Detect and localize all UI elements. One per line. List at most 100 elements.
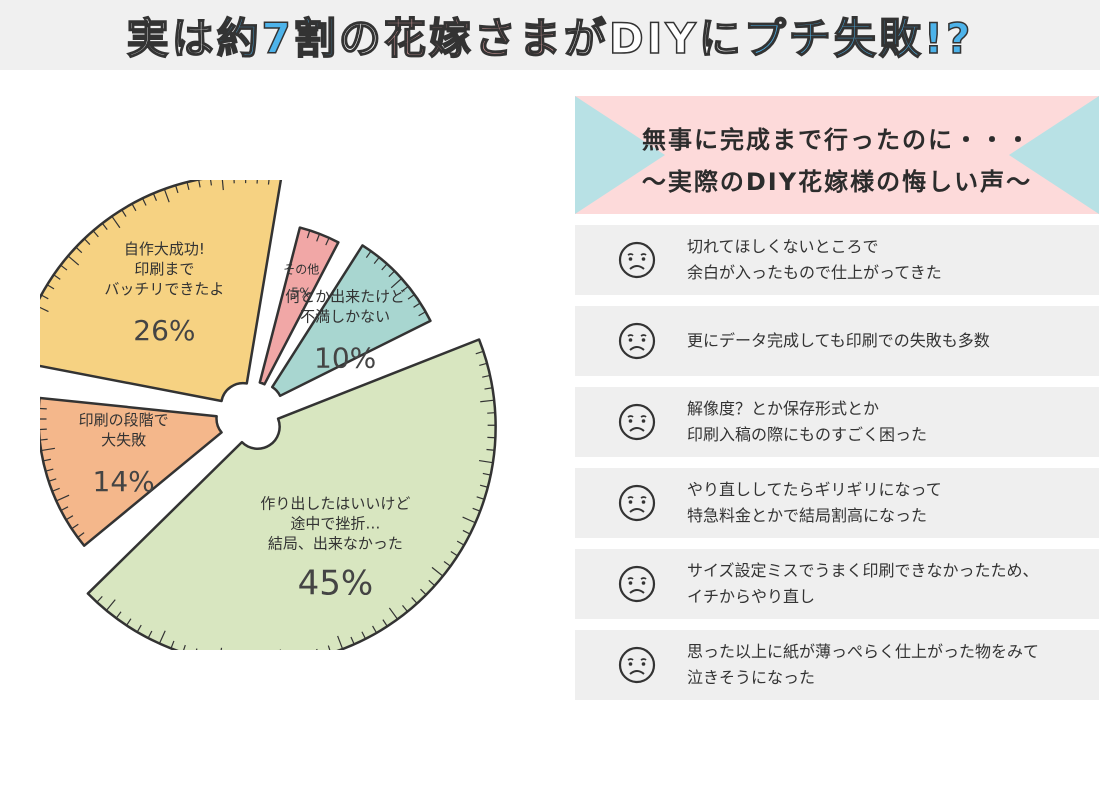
ruler-tick <box>163 188 170 203</box>
slice-percent: 45% <box>298 564 374 604</box>
voices-panel: 無事に完成まで行ったのに・・・ 〜実際のDIY花嫁様の悔しい声〜 <box>575 96 1099 214</box>
ruler-tick <box>147 630 153 639</box>
slice-label: 印刷の段階で <box>79 411 169 429</box>
ruler-tick <box>210 180 213 186</box>
ruler-tick <box>382 619 388 627</box>
ruler-tick <box>83 238 91 245</box>
voice-text: やり直ししてたらギリギリになって 特急料金とかで結局割高になった <box>687 480 942 525</box>
ruler-tick <box>71 523 79 530</box>
pie-slice <box>270 244 432 398</box>
ruler-tick <box>327 645 331 650</box>
ruler-tick <box>411 597 418 604</box>
ruler-tick <box>337 635 344 650</box>
ruler-tick <box>361 631 367 640</box>
ruler-tick <box>388 270 395 278</box>
ruler-tick <box>390 278 403 289</box>
ruler-tick <box>183 644 186 650</box>
ruler-tick <box>115 611 122 619</box>
slice-label: 途中で挫折… <box>290 515 380 533</box>
ruler-tick <box>60 264 68 271</box>
ruler-tick <box>175 185 179 194</box>
ruler-tick <box>46 284 55 290</box>
ruler-tick <box>418 311 426 317</box>
ruler-tick <box>420 588 427 596</box>
sad-face-icon <box>617 564 657 604</box>
ruler-tick <box>407 294 415 300</box>
voices-panel-header: 無事に完成まで行ったのに・・・ 〜実際のDIY花嫁様の悔しい声〜 <box>575 96 1099 214</box>
slice-percent: 26% <box>133 314 195 347</box>
ruler-tick <box>401 285 409 292</box>
voice-item: やり直ししてたらギリギリになって 特急料金とかで結局割高になった <box>575 468 1099 538</box>
ruler-tick <box>198 180 201 188</box>
ruler-tick <box>478 460 493 464</box>
voice-text: サイズ設定ミスでうまく印刷できなかったため、 イチからやり直し <box>687 561 1039 606</box>
ruler-tick <box>381 263 388 271</box>
sad-face-icon <box>617 240 657 280</box>
ruler-tick <box>56 494 70 502</box>
slice-label: 自作大成功! <box>124 240 205 258</box>
ruler-tick <box>456 540 465 546</box>
page-title: 実は約7割の花嫁さまがDIYにプチ失敗!? <box>126 5 974 66</box>
ruler-tick <box>221 180 224 191</box>
ruler-tick <box>486 448 495 451</box>
ruler-tick <box>101 222 108 230</box>
ruler-tick <box>158 630 166 644</box>
voice-text: 更にデータ完成しても印刷での失敗も多数 <box>687 331 990 350</box>
pie-slice <box>258 226 340 386</box>
ruler-tick <box>462 516 476 524</box>
slice-label: その他 <box>283 262 319 276</box>
ruler-tick <box>462 529 471 535</box>
voice-item: 思った以上に紙が薄っぺらく仕上がった物をみて 泣きそうになった <box>575 630 1099 700</box>
ruler-tick <box>75 246 83 254</box>
ruler-tick <box>372 625 378 634</box>
ruler-tick <box>121 209 127 217</box>
voice-text: 切れてほしくないところで 余白が入ったもので仕上がってきた <box>687 237 942 282</box>
slice-label: 作り出したはいいけど <box>260 495 410 513</box>
sad-face-icon <box>617 645 657 685</box>
title-part: DIY <box>608 13 699 64</box>
ruler-tick <box>136 624 142 633</box>
ruler-tick <box>482 374 491 378</box>
pie-slice <box>86 338 497 650</box>
ruler-tick <box>53 274 61 280</box>
ruler-tick <box>472 507 481 512</box>
ruler-tick <box>186 181 190 191</box>
ruler-tick <box>40 438 48 441</box>
ruler-tick <box>52 487 60 492</box>
ruler-tick <box>195 648 198 650</box>
ruler-tick <box>443 561 451 567</box>
ruler-tick <box>431 566 444 577</box>
voice-item: サイズ設定ミスでうまく印刷できなかったため、 イチからやり直し <box>575 549 1099 619</box>
voice-text: 解像度？とか保存形式とか 印刷入稿の際にものすごく困った <box>687 399 928 444</box>
sad-face-icon <box>617 483 657 523</box>
ruler-tick <box>365 250 372 258</box>
ruler-tick <box>350 636 355 645</box>
voices-list: 切れてほしくないところで 余白が入ったもので仕上がってきた 更にデータ完成しても… <box>575 225 1099 711</box>
title-part: に <box>698 13 744 64</box>
slice-label: 何とか出来たけど <box>285 287 405 305</box>
voice-text: 思った以上に紙が薄っぺらく仕上がった物をみて 泣きそうになった <box>687 642 1040 687</box>
ruler-tick <box>402 605 408 612</box>
ruler-tick <box>45 468 54 472</box>
ruler-tick <box>142 198 147 206</box>
ruler-tick <box>450 550 458 557</box>
ruler-tick <box>256 180 258 184</box>
title-part: 約7割 <box>216 13 339 64</box>
title-part: 実は <box>126 13 217 64</box>
slice-label: バッチリできたよ <box>104 280 224 298</box>
ruler-tick <box>325 237 330 246</box>
ruler-tick <box>316 233 321 242</box>
voice-item: 切れてほしくないところで 余白が入ったもので仕上がってきた <box>575 225 1099 295</box>
ruler-tick <box>40 294 49 300</box>
slice-label: 不満しかない <box>300 307 390 325</box>
ruler-tick <box>65 515 74 521</box>
slice-label: 印刷まで <box>134 260 194 278</box>
panel-heading-line1: 無事に完成まで行ったのに・・・ <box>642 126 1032 154</box>
ruler-tick <box>170 640 175 649</box>
ruler-tick <box>476 496 485 500</box>
title-part: プチ失敗!? <box>743 13 974 64</box>
pie-chart: 作り出したはいいけど 途中で挫折… 結局、出来なかった 45% 印刷の段階で 大失敗 14%… <box>40 180 540 650</box>
ruler-tick <box>479 362 488 367</box>
ruler-tick <box>388 607 399 620</box>
